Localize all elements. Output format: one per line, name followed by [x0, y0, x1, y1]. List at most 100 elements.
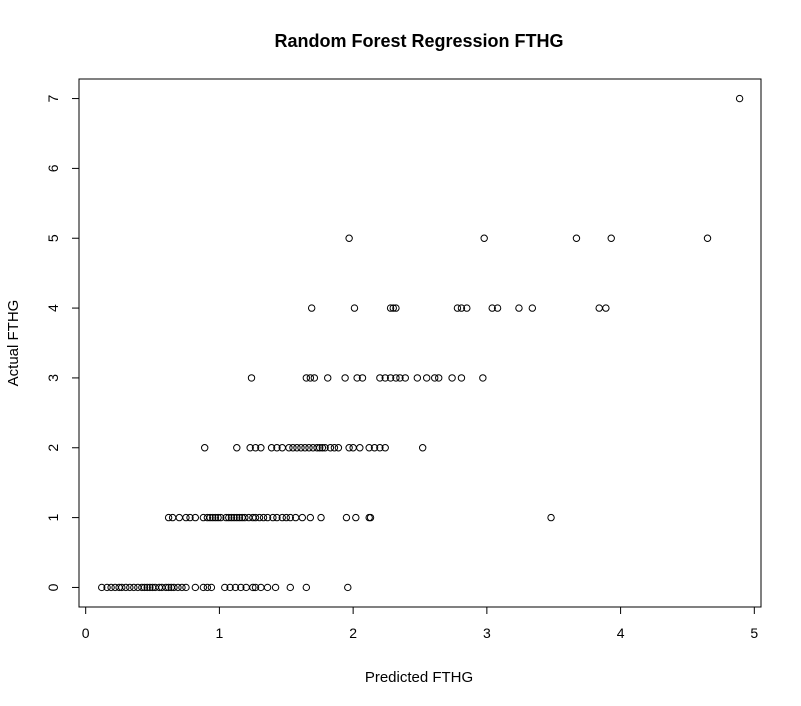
data-point [162, 583, 170, 592]
data-point [350, 304, 359, 312]
data-point [203, 583, 212, 592]
data-point [431, 374, 439, 382]
data-point [316, 444, 324, 452]
data-point [352, 513, 360, 522]
data-point [381, 374, 389, 382]
data-point [342, 513, 351, 522]
data-point [365, 444, 373, 452]
data-point [306, 374, 315, 382]
data-point [241, 513, 249, 522]
data-point [217, 513, 225, 522]
data-points [98, 94, 744, 592]
data-point [302, 374, 311, 382]
data-point [103, 583, 111, 592]
data-point [207, 583, 216, 592]
data-point [345, 234, 353, 242]
data-point [345, 444, 353, 452]
data-point [493, 304, 502, 312]
data-point [206, 513, 214, 522]
y-axis: 0 1 2 3 4 5 6 7 [45, 94, 80, 591]
data-point [392, 304, 400, 312]
x-tick-label: 2 [349, 625, 357, 641]
data-point [324, 374, 332, 382]
data-point [251, 513, 260, 522]
data-point [174, 583, 182, 592]
data-point [448, 374, 456, 382]
data-point [349, 444, 357, 452]
data-point [480, 234, 488, 242]
data-point [301, 444, 309, 452]
data-point [298, 513, 307, 522]
data-point [392, 374, 400, 382]
data-point [257, 444, 265, 452]
data-point [297, 444, 305, 452]
data-point [146, 583, 154, 592]
data-point [251, 583, 260, 592]
data-point [251, 444, 260, 452]
data-point [607, 234, 615, 242]
data-point [370, 444, 379, 452]
data-point [396, 374, 404, 382]
data-point [453, 304, 462, 312]
y-tick-label: 1 [45, 514, 61, 522]
data-point [201, 444, 209, 452]
data-point [126, 583, 134, 592]
data-point [98, 583, 106, 592]
data-point [164, 583, 173, 592]
data-point [479, 374, 487, 382]
data-point [225, 513, 233, 522]
y-tick-label: 6 [45, 164, 61, 172]
data-point [235, 513, 244, 522]
data-point [178, 583, 186, 592]
data-point [344, 583, 352, 592]
x-tick-label: 1 [216, 625, 224, 641]
data-point [515, 304, 523, 312]
data-point [286, 513, 294, 522]
data-point [463, 304, 471, 312]
data-point [310, 374, 319, 382]
data-point [186, 513, 194, 522]
data-point [457, 374, 466, 382]
data-point [307, 304, 316, 312]
data-point [237, 583, 245, 592]
data-point [389, 304, 397, 312]
data-point [381, 444, 389, 452]
data-point [422, 374, 431, 382]
data-point [313, 444, 321, 452]
plot-frame [78, 78, 762, 608]
x-tick-label: 5 [750, 625, 758, 641]
y-tick-label: 7 [45, 94, 61, 102]
y-tick-label: 2 [45, 444, 61, 452]
data-point [221, 583, 229, 592]
data-point [289, 444, 297, 452]
data-point [211, 513, 220, 522]
data-point [547, 513, 555, 522]
data-point [306, 513, 315, 522]
data-point [233, 513, 241, 522]
data-point [285, 444, 293, 452]
data-point [199, 583, 208, 592]
data-point [118, 583, 126, 592]
x-axis: 0 1 2 3 4 5 [82, 606, 758, 641]
data-point [263, 513, 272, 522]
y-tick-label: 5 [45, 234, 61, 242]
data-point [435, 374, 443, 382]
y-tick-label: 3 [45, 374, 61, 382]
data-point [175, 513, 183, 522]
data-point [182, 583, 190, 592]
data-point [418, 444, 427, 452]
data-point [401, 374, 409, 382]
data-point [318, 444, 327, 452]
data-point [247, 374, 256, 382]
data-point [321, 444, 329, 452]
data-point [271, 583, 280, 592]
data-point [191, 583, 200, 592]
data-point [341, 374, 349, 382]
data-point [293, 444, 301, 452]
data-point [528, 304, 537, 312]
data-point [107, 583, 115, 592]
data-point [278, 513, 286, 522]
data-point [203, 513, 212, 522]
data-point [230, 513, 238, 522]
